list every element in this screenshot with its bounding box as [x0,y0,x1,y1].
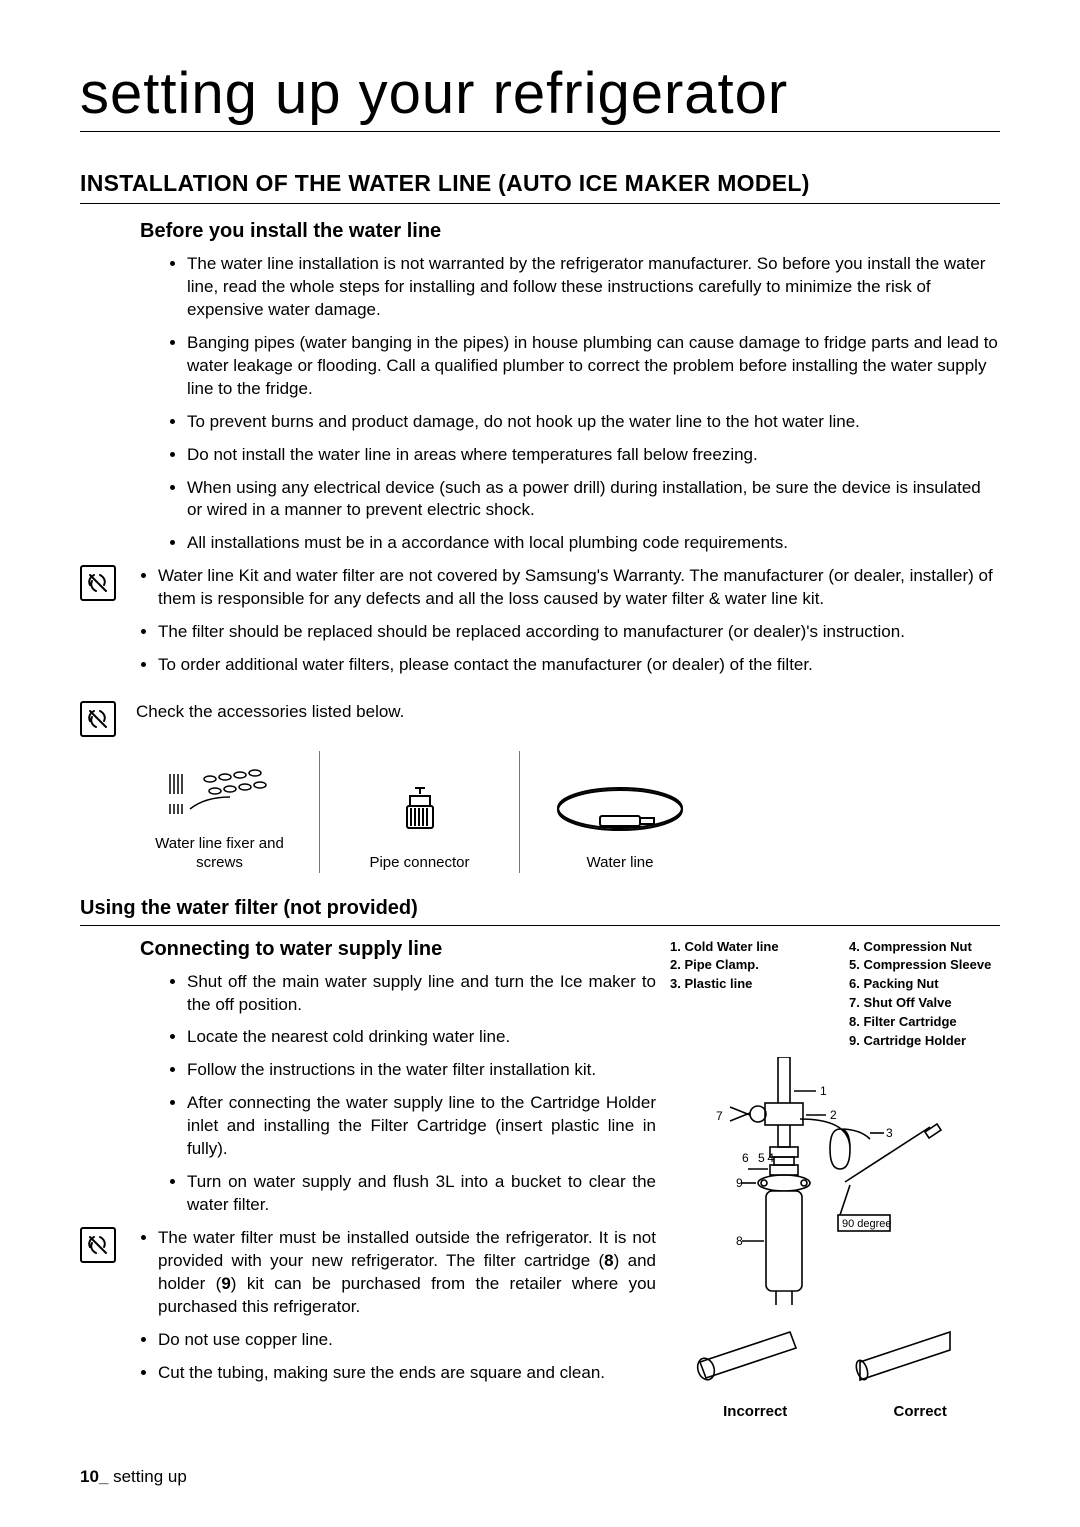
legend-item: 5. Compression Sleeve [849,956,1000,975]
svg-text:3: 3 [886,1126,893,1140]
list-item: Shut off the main water supply line and … [187,971,656,1017]
accessories-row: Water line fixer and screws Pipe connect… [120,751,1000,873]
list-item: Follow the instructions in the water fil… [187,1059,656,1082]
page-footer: 10_ setting up [80,1467,187,1487]
legend-item: 8. Filter Cartridge [849,1013,1000,1032]
accessory-item: Pipe connector [320,751,520,873]
note1-bullets: Water line Kit and water filter are not … [158,565,1000,677]
footer-text: setting up [108,1467,186,1486]
before-bullets: The water line installation is not warra… [187,253,1000,555]
legend-item: 3. Plastic line [670,975,821,994]
svg-text:1: 1 [820,1084,827,1098]
pipe-connector-icon [395,770,445,846]
list-item: When using any electrical device (such a… [187,477,1000,523]
svg-text:90 degree: 90 degree [842,1218,892,1230]
list-item: The water line installation is not warra… [187,253,1000,322]
note2-text: Check the accessories listed below. [136,701,1000,724]
note3-bullets: The water filter must be installed outsi… [158,1227,656,1385]
list-item: To prevent burns and product damage, do … [187,411,1000,434]
incorrect-label: Incorrect [723,1403,787,1420]
accessory-item: Water line fixer and screws [120,751,320,873]
diagram-legend: 1. Cold Water line 2. Pipe Clamp. 3. Pla… [670,938,1000,1051]
note-icon [80,701,116,737]
list-item: The water filter must be installed outsi… [158,1227,656,1319]
svg-text:8: 8 [736,1234,743,1248]
list-item: Do not install the water line in areas w… [187,444,1000,467]
legend-item: 1. Cold Water line [670,938,821,957]
svg-text:6: 6 [742,1151,749,1165]
page-number: 10_ [80,1467,108,1486]
list-item: Locate the nearest cold drinking water l… [187,1026,656,1049]
list-item: Water line Kit and water filter are not … [158,565,1000,611]
list-item: The filter should be replaced should be … [158,621,1000,644]
filter-diagram: 1 2 7 3 6 5 4 [670,1057,1000,1407]
filter-heading: Using the water filter (not provided) [80,897,1000,926]
water-line-fixer-icon [160,751,280,827]
list-item: After connecting the water supply line t… [187,1092,656,1161]
legend-item: 2. Pipe Clamp. [670,956,821,975]
list-item: Cut the tubing, making sure the ends are… [158,1362,656,1385]
correct-label: Correct [894,1403,947,1420]
list-item: To order additional water filters, pleas… [158,654,1000,677]
filter-bullets: Shut off the main water supply line and … [187,971,656,1217]
legend-item: 9. Cartridge Holder [849,1032,1000,1051]
list-item: Do not use copper line. [158,1329,656,1352]
legend-item: 4. Compression Nut [849,938,1000,957]
note-icon [80,1227,116,1263]
legend-item: 7. Shut Off Valve [849,994,1000,1013]
svg-text:4: 4 [767,1151,774,1165]
svg-text:7: 7 [716,1109,723,1123]
svg-text:9: 9 [736,1176,743,1190]
note-icon [80,565,116,601]
section-heading: INSTALLATION OF THE WATER LINE (AUTO ICE… [80,170,1000,204]
accessory-label: Pipe connector [369,854,469,873]
legend-item: 6. Packing Nut [849,975,1000,994]
before-heading: Before you install the water line [140,220,1000,243]
accessory-label: Water line fixer and screws [134,835,305,873]
accessory-label: Water line [587,854,654,873]
svg-text:2: 2 [830,1108,837,1122]
list-item: All installations must be in a accordanc… [187,532,1000,555]
list-item: Banging pipes (water banging in the pipe… [187,332,1000,401]
water-line-icon [545,770,695,846]
svg-text:5: 5 [758,1151,765,1165]
accessory-item: Water line [520,751,720,873]
connect-heading: Connecting to water supply line [140,938,656,961]
list-item: Turn on water supply and flush 3L into a… [187,1171,656,1217]
page-title: setting up your refrigerator [80,60,1000,132]
